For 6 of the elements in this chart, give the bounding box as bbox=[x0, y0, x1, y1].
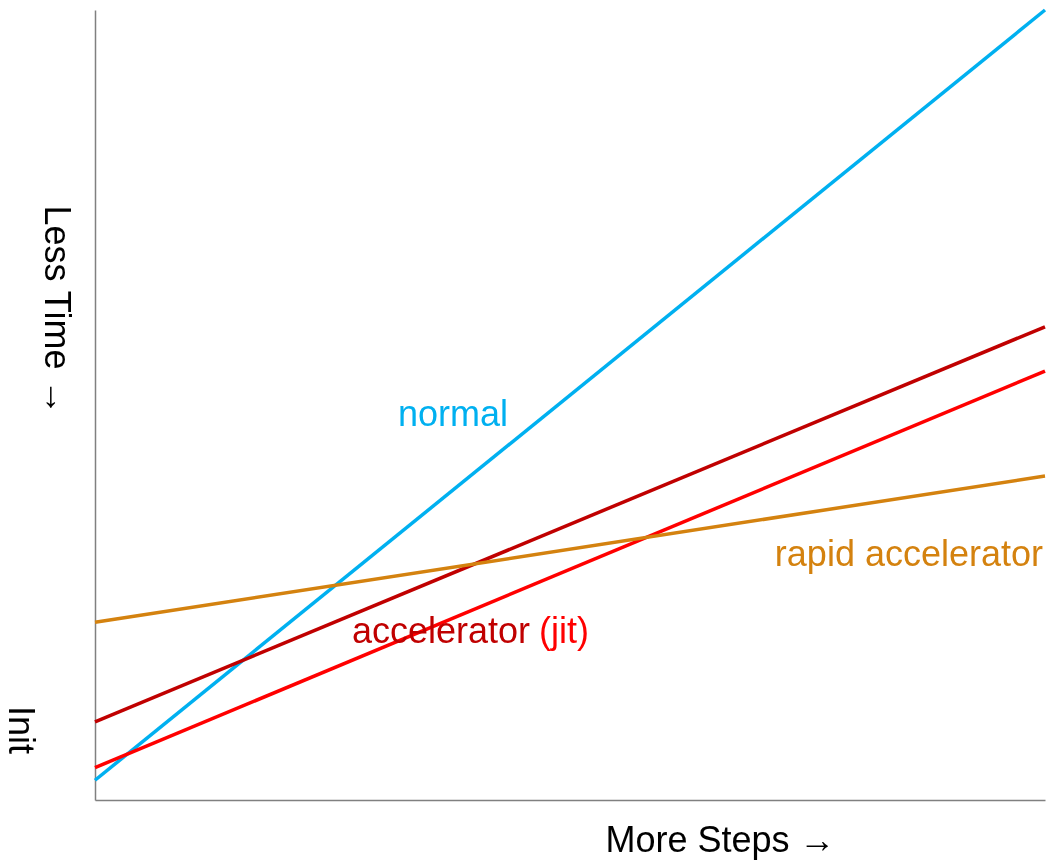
x-axis-title: More Steps → bbox=[605, 818, 836, 860]
series-label: (jit) bbox=[539, 610, 589, 651]
series-label: normal bbox=[397, 393, 509, 434]
y-axis-title: Less Time → bbox=[36, 205, 78, 416]
annotation: Init bbox=[1, 705, 42, 755]
series-label: rapid accelerator bbox=[774, 533, 1044, 574]
